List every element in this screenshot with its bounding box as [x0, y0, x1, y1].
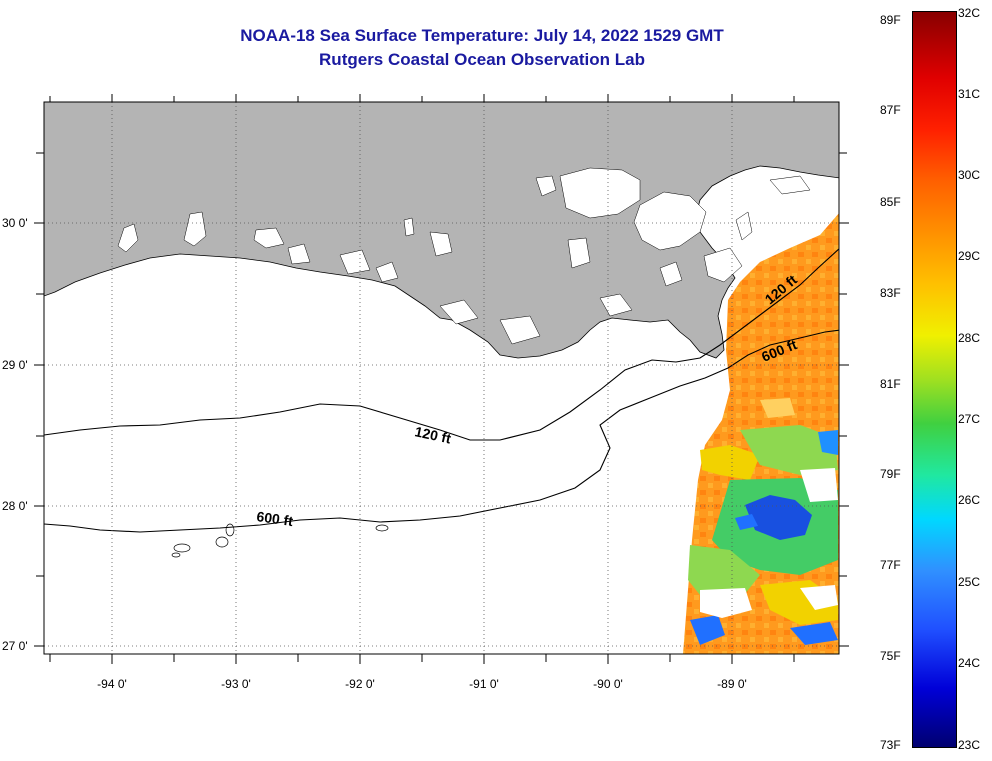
lon-label-90: -90 0': [593, 677, 623, 691]
colorbar-label-28c: 28C: [958, 331, 981, 345]
map-subtitle: Rutgers Coastal Ocean Observation Lab: [319, 50, 645, 69]
lon-label-89: -89 0': [717, 677, 747, 691]
isobath-label-120-west: 120 ft: [413, 423, 452, 446]
colorbar-label-24c: 24C: [958, 656, 981, 670]
sst-data-swath: [683, 213, 839, 654]
isobath-120ft: [44, 248, 839, 441]
colorbar-label-85f: 85F: [880, 195, 901, 209]
land-area: [44, 102, 839, 359]
isobath-contours: [44, 248, 839, 533]
lat-label-28: 28 0': [2, 499, 28, 513]
colorbar-label-73f: 73F: [880, 738, 901, 752]
colorbar-label-81f: 81F: [880, 377, 901, 391]
isobath-600ft: [44, 329, 839, 533]
colorbar-label-29c: 29C: [958, 249, 981, 263]
lon-label-94: -94 0': [97, 677, 127, 691]
map-gridlines: [44, 102, 839, 654]
lat-label-29: 29 0': [2, 358, 28, 372]
colorbar-label-79f: 79F: [880, 467, 901, 481]
colorbar-label-77f: 77F: [880, 558, 901, 572]
temperature-colorbar: [912, 11, 957, 748]
colorbar-label-26c: 26C: [958, 493, 981, 507]
lon-label-91: -91 0': [469, 677, 499, 691]
colorbar-label-89f: 89F: [880, 13, 901, 27]
colorbar-label-75f: 75F: [880, 649, 901, 663]
map-ticks: [34, 94, 849, 664]
colorbar-label-32c: 32C: [958, 6, 981, 20]
colorbar-label-25c: 25C: [958, 575, 981, 589]
colorbar-label-27c: 27C: [958, 412, 981, 426]
lon-label-93: -93 0': [221, 677, 251, 691]
lat-label-27: 27 0': [2, 639, 28, 653]
colorbar-label-30c: 30C: [958, 168, 981, 182]
colorbar-label-23c: 23C: [958, 738, 981, 752]
colorbar-label-31c: 31C: [958, 87, 981, 101]
colorbar-label-87f: 87F: [880, 103, 901, 117]
shelf-islands: [171, 523, 389, 558]
lat-label-30: 30 0': [2, 216, 28, 230]
colorbar-label-83f: 83F: [880, 286, 901, 300]
map-frame: [43, 101, 840, 655]
isobath-label-600-west: 600 ft: [256, 508, 295, 529]
map-title: NOAA-18 Sea Surface Temperature: July 14…: [240, 26, 724, 45]
lon-label-92: -92 0': [345, 677, 375, 691]
inland-lakes: [117, 167, 811, 345]
